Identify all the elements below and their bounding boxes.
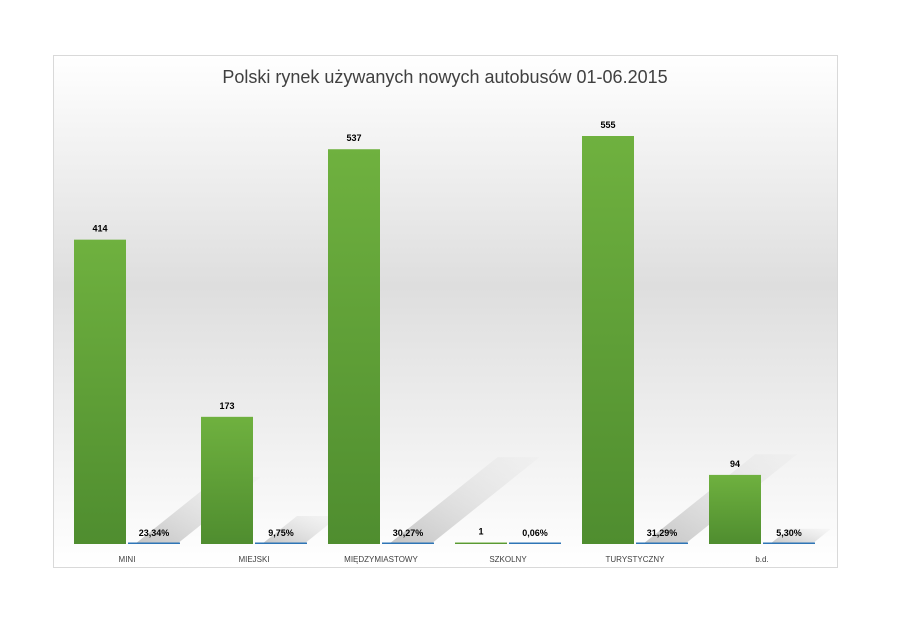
category-label: MIĘDZYMIASTOWY [344, 555, 418, 564]
count-label: 1 [478, 527, 483, 537]
percent-label: 0,06% [522, 528, 548, 538]
count-bar [328, 149, 380, 545]
percent-label: 9,75% [268, 528, 294, 538]
count-label: 94 [730, 459, 740, 469]
count-bar [201, 416, 253, 544]
percent-label: 31,29% [647, 528, 678, 538]
plot-background [54, 56, 837, 567]
category-label: MINI [119, 555, 136, 564]
chart-frame [53, 55, 838, 568]
percent-label: 23,34% [139, 528, 170, 538]
percent-bar [255, 542, 307, 544]
count-label: 555 [600, 120, 615, 130]
chart-title: Polski rynek używanych nowych autobusów … [222, 67, 667, 87]
labels: 414 23,34% MINI 173 9,75% MIEJSKI 537 30,27% MIĘ… [92, 120, 801, 564]
percent-bar [636, 542, 688, 544]
bar-shadow [262, 516, 339, 544]
category-label: MIEJSKI [238, 555, 269, 564]
percent-bar [763, 542, 815, 544]
percent-label: 30,27% [393, 528, 424, 538]
category-label: SZKOLNY [489, 555, 527, 564]
percent-label: 5,30% [776, 528, 802, 538]
count-bar [455, 542, 507, 544]
count-bar [709, 474, 761, 544]
bars [74, 136, 815, 545]
percent-bar [382, 542, 434, 544]
bar-shadow [770, 528, 832, 544]
category-label: TURYSTYCZNY [606, 555, 666, 564]
bar-shadow [389, 457, 540, 544]
count-label: 173 [219, 401, 234, 411]
count-bar [582, 136, 634, 544]
category-label: b.d. [755, 555, 768, 564]
percent-bar [509, 542, 561, 544]
count-label: 414 [92, 224, 107, 234]
count-bar [74, 239, 126, 544]
count-label: 537 [346, 133, 361, 143]
percent-bar [128, 542, 180, 544]
